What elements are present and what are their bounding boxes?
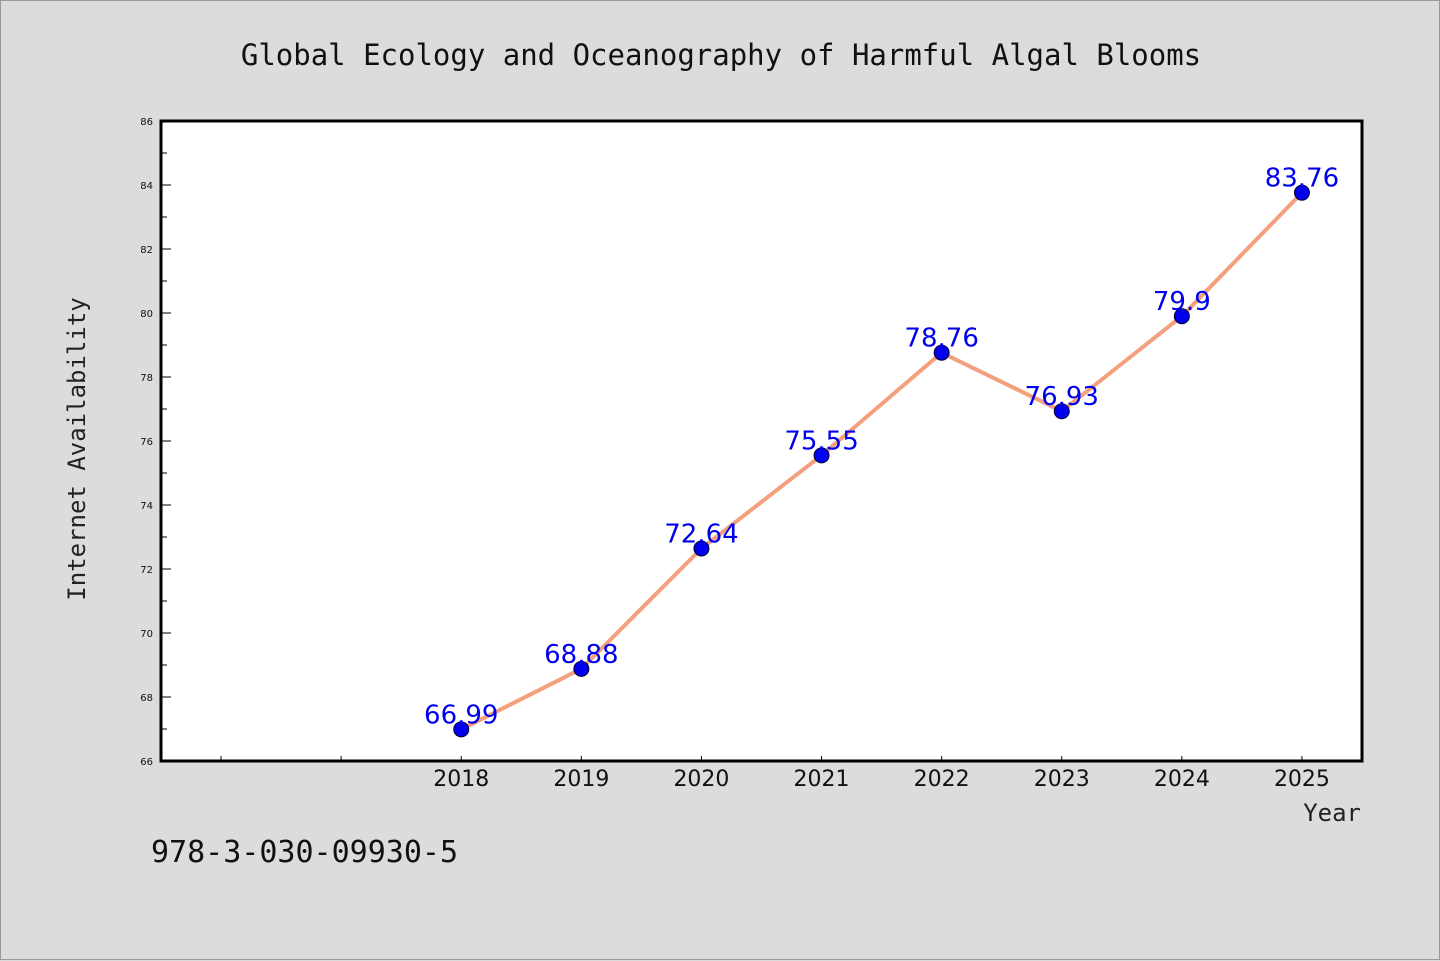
y-tick-label: 74 — [140, 501, 153, 512]
x-tick-label: 2024 — [1154, 767, 1210, 792]
data-point — [1293, 184, 1310, 201]
y-tick-label: 86 — [140, 117, 153, 128]
x-axis: 2018 2019 2020 2021 2022 2023 2024 2025 — [220, 756, 1330, 792]
data-label: 83.76 — [1265, 164, 1339, 194]
x-tick-label: 2025 — [1274, 767, 1330, 792]
chart-title: Global Ecology and Oceanography of Harmf… — [241, 38, 1201, 72]
data-point — [933, 344, 950, 361]
y-tick-label: 66 — [140, 757, 153, 768]
y-axis-title: Internet Availability — [63, 297, 91, 600]
y-tick-label: 82 — [140, 245, 153, 256]
data-label: 68.88 — [544, 640, 618, 670]
x-tick-label: 2021 — [794, 767, 850, 792]
isbn-text: 978-3-030-09930-5 — [151, 835, 459, 870]
x-axis-title: Year — [1303, 799, 1361, 827]
y-tick-label: 68 — [140, 693, 153, 704]
x-tick-label: 2018 — [433, 767, 489, 792]
x-tick-label: 2019 — [553, 767, 609, 792]
data-label: 78.76 — [904, 324, 978, 354]
y-tick-label: 78 — [140, 373, 153, 384]
x-tick-label: 2023 — [1034, 767, 1090, 792]
data-label: 76.93 — [1025, 382, 1099, 412]
data-label: 72.64 — [664, 520, 738, 550]
data-point — [1053, 403, 1070, 420]
data-point — [573, 660, 590, 677]
data-point — [693, 540, 710, 557]
y-tick-label: 80 — [140, 309, 153, 320]
data-label: 79.9 — [1153, 287, 1211, 317]
data-point — [453, 721, 470, 738]
y-tick-label: 72 — [140, 565, 153, 576]
data-label: 66.99 — [424, 700, 498, 730]
y-tick-label: 84 — [140, 181, 153, 192]
plot-area — [159, 119, 1364, 763]
series-line — [459, 190, 1304, 732]
x-tick-label: 2020 — [673, 767, 729, 792]
y-axis: 66 68 70 72 74 76 78 80 82 84 86 — [140, 117, 171, 768]
y-tick-label: 76 — [140, 437, 153, 448]
data-point — [813, 447, 830, 464]
data-label: 75.55 — [784, 426, 858, 456]
data-point — [1173, 308, 1190, 325]
y-tick-label: 70 — [140, 629, 153, 640]
x-tick-label: 2022 — [914, 767, 970, 792]
series-layer: 66.99 68.88 72.64 75.55 78.76 76.93 79.9 83.76 — [424, 164, 1339, 738]
